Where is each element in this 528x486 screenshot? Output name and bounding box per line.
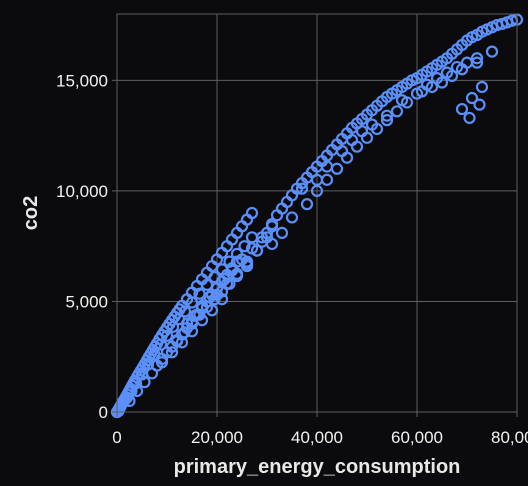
scatter-point: [445, 69, 459, 83]
y-tick-label: 5,000: [65, 292, 108, 311]
y-tick-label: 10,000: [56, 182, 108, 201]
scatter-point: [245, 206, 259, 220]
scatter-point: [320, 160, 334, 173]
scatter-point: [475, 80, 489, 94]
scatter-point: [130, 384, 144, 398]
scatter-point: [295, 182, 309, 195]
scatter-point: [485, 45, 499, 58]
scatter-point: [260, 231, 274, 244]
axes: 0 20,000 40,000 60,000 80,000 0 5,000 10,000 15,…: [56, 13, 528, 447]
scatter-point: [265, 220, 279, 233]
scatter-point: [463, 111, 476, 125]
scatter-point: [310, 173, 324, 186]
scatter-point: [230, 255, 244, 268]
plot-border: [116, 13, 518, 413]
scatter-point: [275, 226, 289, 239]
scatter-point: [365, 118, 379, 131]
scatter-point: [245, 242, 259, 255]
scatter-point: [355, 125, 369, 138]
y-axis-title: co2: [20, 196, 42, 230]
scatter-point: [238, 240, 251, 253]
scatter-point: [155, 356, 169, 369]
scatter-point: [390, 105, 404, 118]
x-tick-label: 60,000: [391, 428, 443, 447]
scatter-point: [335, 144, 349, 158]
scatter-point: [210, 288, 224, 301]
x-tick-label: 80,000: [491, 428, 528, 447]
scatter-point: [415, 85, 429, 98]
scatter-point: [166, 320, 180, 333]
x-tick-label: 20,000: [191, 428, 243, 447]
scatter-point: [129, 377, 143, 390]
scatter-point: [345, 133, 359, 147]
x-axis-title: primary_energy_consumption: [174, 456, 461, 478]
scatter-point: [473, 98, 486, 111]
scatter-point: [175, 336, 189, 349]
scatter-point: [455, 63, 469, 76]
scatter-point: [255, 231, 269, 244]
scatter-point: [178, 305, 192, 318]
scatter-point: [465, 91, 479, 105]
scatter-point: [425, 80, 439, 94]
scatter-point: [123, 394, 136, 408]
y-tick-label: 0: [99, 403, 108, 422]
scatter-point: [138, 376, 151, 389]
scatter-point: [145, 367, 159, 380]
scatter-point: [285, 211, 299, 224]
x-tick-label: 0: [112, 428, 121, 447]
scatter-point: [470, 56, 484, 69]
scatter-point: [300, 198, 314, 211]
scatter-point: [380, 109, 394, 122]
scatter-point: [165, 346, 179, 359]
scatter-point: [380, 114, 394, 127]
scatter-point: [435, 76, 449, 89]
x-tick-label: 40,000: [291, 428, 343, 447]
scatter-point: [395, 94, 409, 107]
scatter-point: [470, 52, 484, 65]
scatter-point: [455, 102, 469, 116]
scatter-point: [160, 329, 174, 342]
y-tick-label: 15,000: [56, 71, 108, 90]
scatter-point: [154, 338, 168, 351]
